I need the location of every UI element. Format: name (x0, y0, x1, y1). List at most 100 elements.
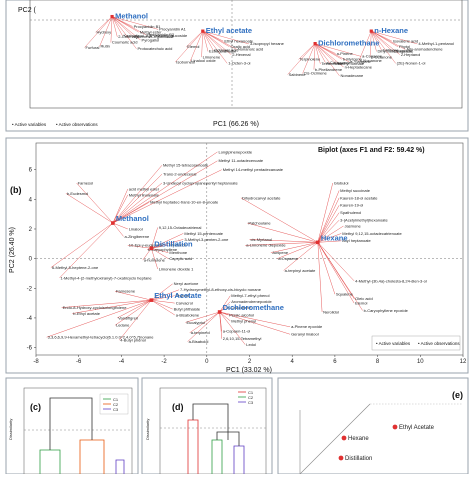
panel-a-loading-line-pyrogallol (111, 16, 141, 41)
panel-a-compound-terpinolene: Terpinolene (300, 57, 321, 62)
panel-a-loading-line-rutin (99, 16, 113, 47)
panel-b-loading-line-a-pinene-epoxide (219, 311, 291, 328)
panel-a-compound-sabinene: Sabinene (289, 72, 307, 77)
panel-a-loading-line-linalool-oxide (190, 31, 203, 62)
panel-a-compound-coumaric-acid: Coumaric acid (112, 40, 138, 45)
panel-a-loading-line-n-heptadecane (315, 43, 344, 68)
panel-a-loading-line-nonadecane (314, 43, 340, 76)
panel-b-loading-line-a-limonene-diepoxide (245, 242, 318, 246)
panel-b-loading-line-2-6-10-15-tetramethyl (219, 311, 222, 339)
panel-a-compound-phytol: Phytol (399, 44, 410, 49)
panel-a-loading-line-elemol (186, 30, 203, 48)
panel-b-x-tick-label: -6 (76, 359, 82, 365)
panel-b-loading-line-cis-myrtanol (249, 239, 318, 243)
panel-a-compound-allo-aromadendrene: Allo-aromadendrene (406, 47, 443, 52)
panel-a-loading-line-terpinolene (298, 43, 316, 60)
panel-b-loading-line-6-methyl-5-heptene-2-one (50, 222, 113, 268)
panel-a-group-marker-dichloromethane (313, 42, 317, 46)
panel-a-compound-quercetin-3-glucoside: Quercetin-3-glucoside (135, 34, 175, 39)
panel-b-compound-vandiflgreil: Vandiflgreil (118, 315, 138, 320)
panel-b-y-tick-label: -4 (27, 316, 33, 322)
panel-a: Kaempferol-3-(6''-malonyl)glucosideQuerc… (5, 0, 469, 132)
panel-b-compound-methyl-14-methyl-pentadecanoate: Methyl 14-methyl pentadecanoate (223, 167, 284, 172)
panel-b-loading-line-myrcenol (151, 245, 169, 249)
panel-b-compound-acid-methyl-ester: acid methyl ester (129, 186, 160, 191)
panel-a-compound-ethyl-hexanoate: Ethyl hexanoate (224, 38, 253, 43)
panel-b-group-marker-distillation (149, 246, 154, 251)
panel-b-loading-line-9-12-15-octadecatrienal (151, 227, 158, 249)
panel-a-compound-estragole: Estragole (209, 49, 227, 54)
panel-a-compound-a-pinene: a-Pinene (337, 51, 354, 56)
panel-b-loading-line-methyl-9-12-15-octadecatrienoate (317, 233, 342, 243)
panel-a-compound-elemol: Elemol (187, 44, 199, 49)
panel-b-x-tick-label: 0 (205, 359, 209, 365)
panel-b-compound-a-terpinyl-acetate: a-terpinyl acetate (285, 268, 316, 273)
panel-a-loading-line-camphene (371, 30, 393, 52)
panel-b-compound-2-6-10-15-tetramethyl: 2,6,10,15-Tetramethyl (223, 336, 262, 341)
panel-b-axes: -8 -6 -4 -2 0 2 4 6 8 10 12 6 4 2 0 -2 -4 -6 (27, 143, 467, 365)
panel-b-compound-farnesol: Farnesol (78, 180, 94, 185)
panel-b-compound-b-ethyl-acetate: b-Ethyl acetate (73, 311, 100, 316)
panel-b-loading-line-a-bisabolene (151, 299, 175, 316)
panel-a-compound-methyl-ester: Methyl ester (140, 29, 162, 34)
panel-b-x-tick-label: 12 (460, 359, 467, 365)
panel-b-loading-line-elemol (317, 242, 355, 304)
panel-b-compound-methyl-11-octadecenoate: Methyl 11-octadecenoate (218, 158, 263, 163)
panel-a-compound-camphene: Camphene (394, 49, 414, 54)
panel-a-compound-procyanidin-b2: Procyanidin B2 (147, 32, 175, 37)
panel-a-loading-line-4-nonanone (358, 31, 372, 62)
panel-b: -8 -6 -4 -2 0 2 4 6 8 10 12 6 4 2 0 -2 -4 -6 Farnesol b-Eu… (5, 137, 469, 374)
panel-b-loading-line-kauren-19-ol (317, 205, 340, 243)
panel-a-loading-line-sabinene (287, 43, 316, 75)
panel-a-legend-observations: • Active observations (56, 122, 98, 127)
panel-b-loading-line-patchoulane (247, 222, 318, 243)
panel-b-loading-line-trans-2-undecenal (112, 173, 163, 224)
panel-b-loading-line-3-undecyl-cyclopropanepentyl-heptanoate (112, 182, 163, 224)
panel-b-compound-3-undecyl-cyclopropanepentyl-heptanoate: 3-Undecyl cyclopropanepentyl heptanoate (163, 180, 238, 185)
panel-a-compound-maltol: Maltol (225, 49, 236, 54)
panel-b-compound-a-bisabolene: a-Bisabolene (176, 312, 200, 317)
panel-b-plot-area (35, 142, 464, 356)
panel-e-point-distillation (338, 455, 344, 461)
panel-b-group-marker-dichloromethane (217, 310, 222, 314)
panel-b-x-tick-label: -2 (161, 359, 167, 365)
panel-b-compound-elemol: Elemol (355, 301, 367, 306)
panel-b-compound-kauren-18-ol-acetate: Kauren-18-ol acetate (340, 195, 378, 200)
panel-b-loading-line-jasmone (317, 225, 344, 243)
panel-a-legend-variables: • Active variables (12, 122, 47, 127)
panel-b-loading-line-a-humulene (142, 248, 152, 261)
panel-a-compound-rutin: Rutin (101, 44, 110, 49)
panel-a-loading-line-3-isopropyl-hexane (202, 30, 249, 45)
panel-a-compound-n-heptadecane: n-Heptadecane (345, 64, 373, 69)
panel-b-compound-b-eudesmol: b-Eudesmol (67, 191, 88, 196)
panel-b-loading-line-b-eudesmol (65, 193, 113, 224)
panel-b-loading-line-a-terpineol (189, 311, 220, 333)
panel-a-loading-line-procyanidin-b2 (111, 16, 147, 36)
panel-b-compound-allyl-heptanoate: Allyl heptanoate (342, 238, 371, 243)
panel-a-compound-b-myrcene: b-Myrcene (343, 56, 363, 61)
panel-b-loading-line-ledol (219, 311, 246, 345)
panel-d-letter: (d) (172, 402, 184, 412)
panel-a-compound-nonadecane: Nonadecane (341, 73, 364, 78)
panel-b-loading-line-squalene (317, 242, 336, 295)
panel-a-loading-line-4-methyl-1-pentanol (371, 30, 418, 45)
panel-b-compound-a-limonene-diepoxide: a-Limonene diepoxide (246, 243, 286, 248)
panel-a-compound-procyanidin-b1: Procyanidin B1 (134, 24, 162, 29)
panel-a-compound-tetracosane: Tetracosane (321, 61, 344, 66)
panel-c-legend: C1 C2 C3 (99, 393, 129, 415)
panel-a-loading-line-procyanidin-a1 (112, 16, 159, 30)
panel-b-compound-methyl-heptadec-trans-10-en-8-ynoate: Methyl heptadec-trans-10-en-8-ynoate (150, 200, 219, 205)
panel-e-point-distillation-label: Distillation (345, 456, 372, 462)
panel-b-loading-line-neryl-acetone (151, 283, 173, 301)
panel-c-y-axis-label: Dissimilarity (8, 419, 13, 440)
panel-b-y-tick-label: 4 (29, 197, 33, 203)
panel-c-dendrogram (39, 397, 125, 474)
panel-e-3d-axes (299, 403, 462, 475)
panel-a-loading-line-1-octen-3-ol (202, 31, 228, 64)
panel-b-loading-line-butyl-phthalate (151, 299, 173, 310)
panel-a-loading-line-hydroxy (95, 16, 113, 33)
panel-e-letter: (e) (452, 390, 463, 400)
panel-b-compound-spathulenol: Spathulenol (340, 210, 361, 215)
panel-a-compound-4-methyl-1-pentanol: 4-Methyl-1-pentanol (418, 41, 454, 46)
panel-d-plot-area (159, 387, 267, 475)
